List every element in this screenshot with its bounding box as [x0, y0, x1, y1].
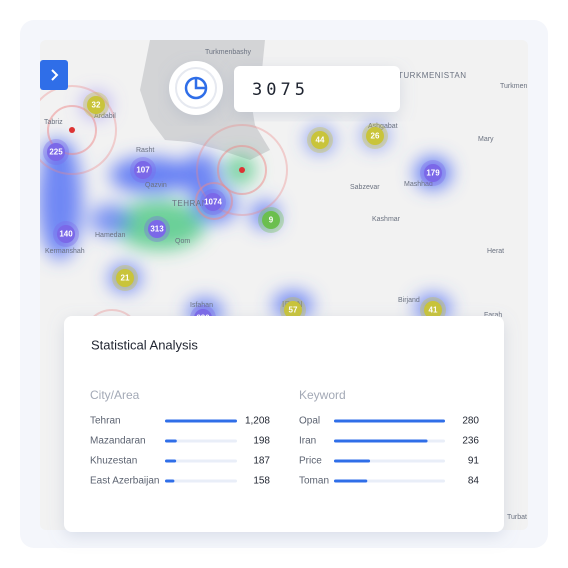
- row-name: Toman: [299, 476, 329, 487]
- bar-track: [165, 479, 237, 483]
- row-value: 84: [468, 476, 480, 487]
- place-label: Tabriz: [44, 119, 63, 126]
- cluster-count: 21: [121, 274, 130, 283]
- cluster[interactable]: [262, 211, 280, 229]
- cluster-count: 1074: [204, 198, 222, 207]
- row-name: Tehran: [90, 416, 121, 427]
- cluster[interactable]: [148, 220, 166, 238]
- cluster[interactable]: [366, 127, 384, 145]
- place-label: Qazvin: [145, 182, 167, 189]
- place-label: Hamedan: [95, 232, 125, 239]
- bar: [334, 439, 428, 443]
- row-value: 158: [253, 476, 270, 487]
- cluster-count: 313: [150, 225, 164, 234]
- table-heading: Keyword: [299, 388, 346, 402]
- row-value: 91: [468, 456, 480, 467]
- cluster[interactable]: [284, 301, 302, 319]
- cluster[interactable]: [311, 131, 329, 149]
- cluster-count: 107: [136, 166, 150, 175]
- pie-icon-slice: [194, 78, 206, 90]
- place-label: Herat: [487, 248, 504, 255]
- row-value: 187: [253, 456, 270, 467]
- tables: City/Area Tehran 1,208 Mazandaran 198 Khuzest…: [90, 388, 479, 486]
- icon-ring: [175, 67, 217, 109]
- cluster[interactable]: [57, 225, 75, 243]
- counter-value: 3075: [252, 80, 309, 100]
- bar: [165, 419, 237, 423]
- row-value: 236: [462, 436, 479, 447]
- table-heading: City/Area: [90, 388, 140, 402]
- place-label: TURKMENISTAN: [398, 71, 467, 80]
- cluster[interactable]: [424, 301, 442, 319]
- row-name: Khuzestan: [90, 456, 137, 467]
- place-label: Kermanshah: [45, 248, 85, 255]
- cluster[interactable]: [87, 96, 105, 114]
- cluster-count: 140: [59, 230, 73, 239]
- cluster-count: 179: [426, 169, 440, 178]
- chevron-icon: [51, 69, 59, 81]
- place-label: Ashgabat: [368, 123, 398, 130]
- place-label: Qom: [175, 238, 190, 245]
- bar-track: [165, 439, 237, 443]
- cluster-count: 9: [269, 216, 274, 225]
- place-label: Sabzevar: [350, 184, 380, 191]
- bar: [334, 459, 371, 463]
- bar-track: [165, 459, 237, 463]
- cluster[interactable]: [47, 143, 65, 161]
- counter-box: [234, 66, 400, 112]
- place-label: Kashmar: [372, 216, 401, 223]
- cluster-count: 32: [92, 101, 101, 110]
- row-value: 280: [462, 416, 479, 427]
- bar: [165, 459, 177, 463]
- row-value: 198: [253, 436, 270, 447]
- row-name: East Azerbaijan: [90, 476, 160, 487]
- place-label: Farah: [484, 312, 502, 319]
- place-label: Ardabil: [94, 113, 116, 120]
- expand-button[interactable]: [40, 60, 68, 90]
- place-label: TEHRAN: [172, 199, 208, 208]
- row-value: 1,208: [245, 416, 270, 427]
- place-label: Birjand: [398, 297, 420, 304]
- row-name: Mazandaran: [90, 436, 146, 447]
- bar: [165, 479, 175, 483]
- bar: [334, 419, 445, 423]
- place-label: Mary: [478, 136, 494, 143]
- cluster-count: 44: [316, 136, 325, 145]
- cluster[interactable]: [424, 164, 442, 182]
- place-label: Turkmen: [500, 83, 527, 90]
- cluster-count: 57: [289, 306, 298, 315]
- heatmap: [40, 92, 451, 326]
- cluster[interactable]: [134, 161, 152, 179]
- cluster-count: 26: [371, 132, 380, 141]
- bar: [165, 439, 177, 443]
- cluster[interactable]: [204, 193, 222, 211]
- statistics-panel: [64, 316, 504, 532]
- cluster-count: 41: [429, 306, 438, 315]
- place-label: Turbat: [507, 514, 527, 521]
- bar: [334, 479, 368, 483]
- place-label: Isfahan: [190, 302, 213, 309]
- row-name: Price: [299, 456, 322, 467]
- place-label: Rasht: [136, 147, 154, 154]
- row-name: Iran: [299, 436, 316, 447]
- row-name: Opal: [299, 416, 320, 427]
- place-label: Turkmenbashy: [205, 49, 252, 56]
- cluster[interactable]: [116, 269, 134, 287]
- panel-title: Statistical Analysis: [91, 337, 198, 352]
- cluster-count: 225: [49, 148, 63, 157]
- place-label: Mashhad: [404, 181, 433, 188]
- place-labels: Turkmenbashy TURKMENISTAN Turkmen Tabriz Ard…: [44, 49, 527, 521]
